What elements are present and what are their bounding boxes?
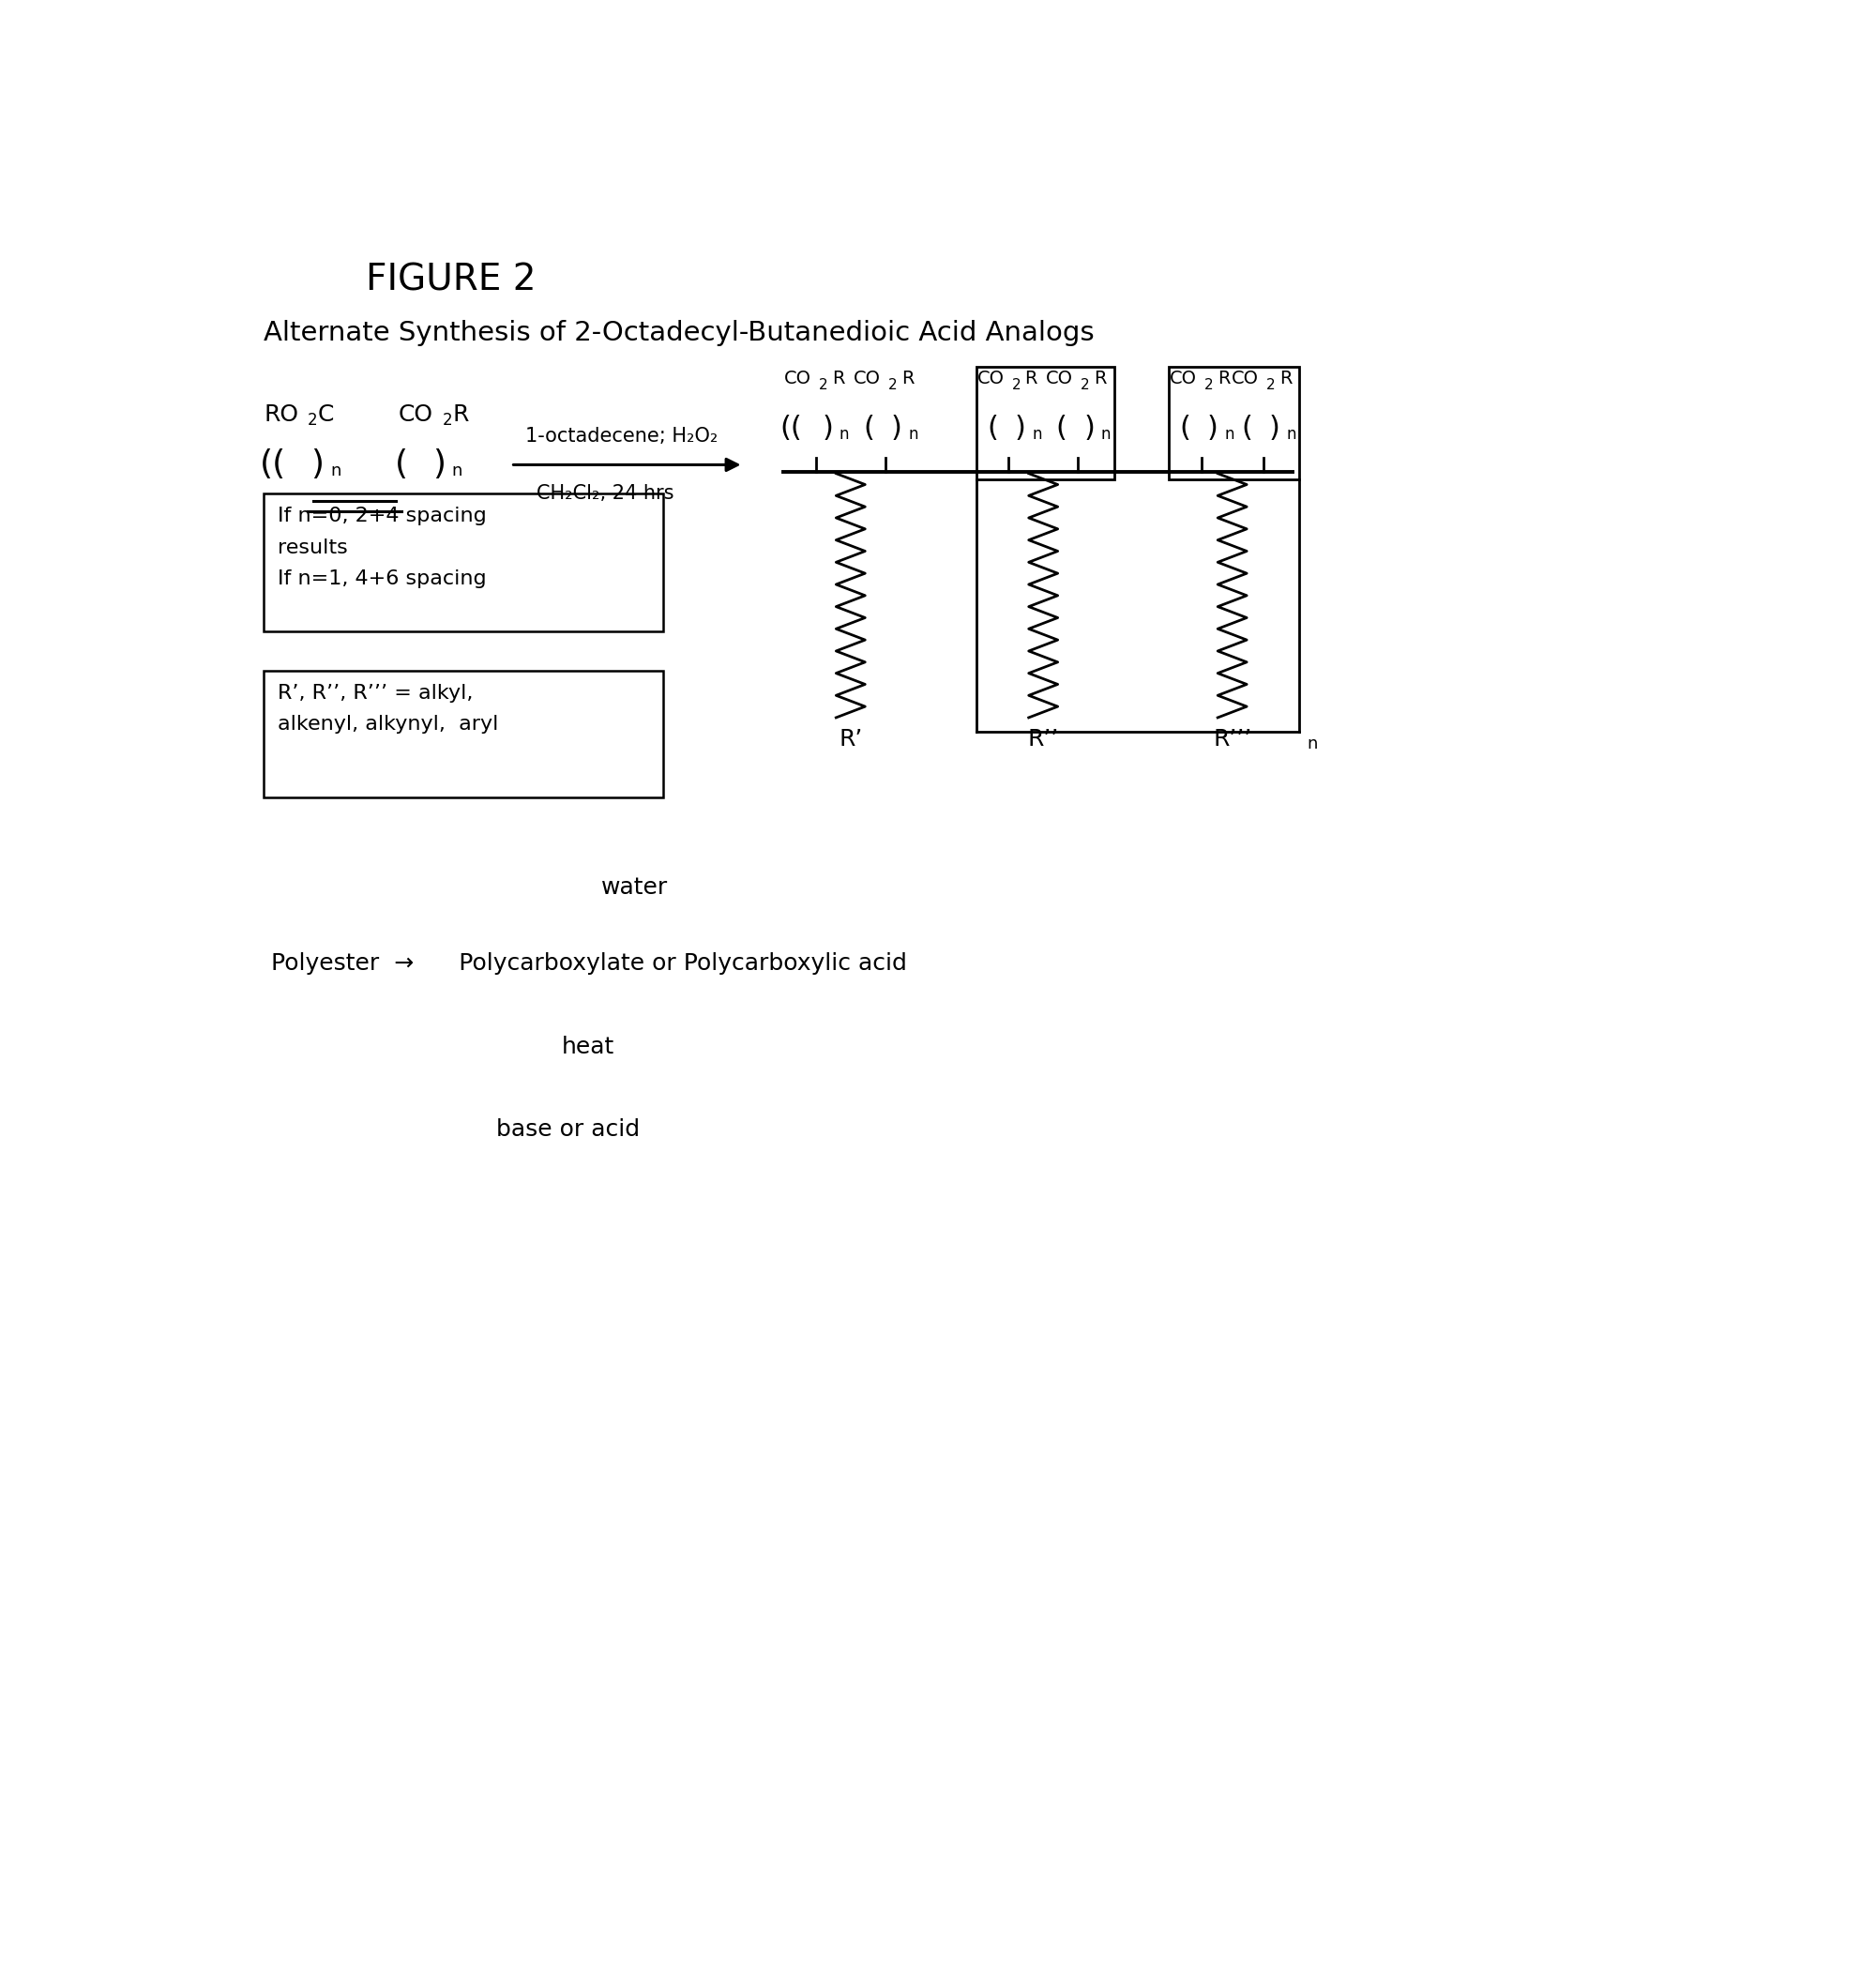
Text: 2: 2 <box>308 412 317 430</box>
Text: 2: 2 <box>820 378 827 392</box>
Text: ((: (( <box>780 416 803 442</box>
Text: n: n <box>1225 426 1234 443</box>
Text: FIGURE 2: FIGURE 2 <box>366 262 537 298</box>
Text: ): ) <box>891 416 902 442</box>
Text: ): ) <box>431 449 445 481</box>
Text: R: R <box>1024 369 1037 386</box>
Text: 2: 2 <box>1011 378 1021 392</box>
Text: CO: CO <box>1231 369 1259 386</box>
Text: R: R <box>900 369 914 386</box>
Text: ): ) <box>1206 416 1218 442</box>
Text: R: R <box>833 369 844 386</box>
Text: RO: RO <box>263 402 298 426</box>
Text: 2: 2 <box>1204 378 1214 392</box>
Text: n: n <box>839 426 850 443</box>
Text: R: R <box>1279 369 1293 386</box>
Text: (: ( <box>1180 416 1191 442</box>
Text: n: n <box>1287 426 1296 443</box>
Text: 1-octadecene; H₂O₂: 1-octadecene; H₂O₂ <box>525 426 719 445</box>
Text: CH₂Cl₂, 24 hrs: CH₂Cl₂, 24 hrs <box>537 485 673 503</box>
Text: n: n <box>450 463 461 479</box>
Text: ): ) <box>1268 416 1279 442</box>
Text: R: R <box>1094 369 1107 386</box>
Text: CO: CO <box>784 369 812 386</box>
Text: CO: CO <box>854 369 880 386</box>
Text: CO: CO <box>977 369 1004 386</box>
Text: Polyester  →      Polycarboxylate or Polycarboxylic acid: Polyester → Polycarboxylate or Polycarbo… <box>270 952 906 976</box>
Bar <box>976 367 1114 479</box>
Text: 2: 2 <box>443 412 452 430</box>
Text: R: R <box>452 402 469 426</box>
Text: n: n <box>908 426 917 443</box>
Text: If n=0, 2+4 spacing
results
If n=1, 4+6 spacing: If n=0, 2+4 spacing results If n=1, 4+6 … <box>278 507 488 589</box>
Text: CO: CO <box>1047 369 1073 386</box>
Text: (: ( <box>1056 416 1067 442</box>
Text: CO: CO <box>1171 369 1197 386</box>
Text: n: n <box>1101 426 1111 443</box>
Text: CO: CO <box>398 402 433 426</box>
Text: R’: R’ <box>839 729 863 751</box>
Text: 2: 2 <box>887 378 897 392</box>
Text: C: C <box>319 402 334 426</box>
Text: 2: 2 <box>1081 378 1090 392</box>
Text: (: ( <box>863 416 874 442</box>
Text: ): ) <box>311 449 325 481</box>
Text: heat: heat <box>561 1035 615 1058</box>
Text: n: n <box>1032 426 1041 443</box>
Text: (: ( <box>987 416 998 442</box>
Text: (: ( <box>394 449 407 481</box>
Bar <box>263 493 664 631</box>
Text: R’, R’’, R’’’ = alkyl,
alkenyl, alkynyl,  aryl: R’, R’’, R’’’ = alkyl, alkenyl, alkynyl,… <box>278 684 499 733</box>
Text: R’’’: R’’’ <box>1212 729 1251 751</box>
Text: ): ) <box>1084 416 1096 442</box>
Bar <box>1169 367 1300 479</box>
Text: ): ) <box>822 416 833 442</box>
Text: n: n <box>1308 735 1317 753</box>
Text: (: ( <box>1242 416 1253 442</box>
Text: R’’: R’’ <box>1028 729 1058 751</box>
Text: base or acid: base or acid <box>495 1118 640 1141</box>
Text: water: water <box>600 877 668 899</box>
Text: R: R <box>1218 369 1231 386</box>
Text: 2: 2 <box>1266 378 1276 392</box>
Text: ): ) <box>1015 416 1026 442</box>
Text: n: n <box>330 463 341 479</box>
Text: Alternate Synthesis of 2-Octadecyl-Butanedioic Acid Analogs: Alternate Synthesis of 2-Octadecyl-Butan… <box>263 321 1094 347</box>
Text: ((: (( <box>261 449 287 481</box>
Bar <box>263 670 664 796</box>
